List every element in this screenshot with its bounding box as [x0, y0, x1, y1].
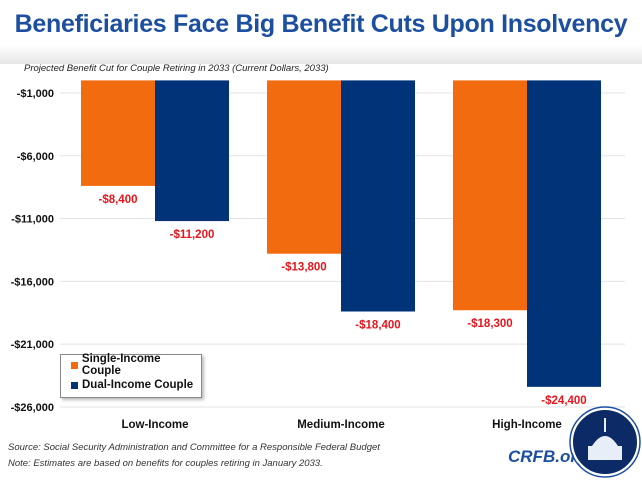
x-tick-label: Low-Income [121, 419, 188, 431]
data-label: -$18,300 [467, 318, 512, 330]
data-label: -$13,800 [281, 262, 326, 274]
legend-label-single: Single-Income Couple [81, 353, 161, 377]
legend-swatch-single [71, 361, 78, 369]
source-note: Source: Social Security Administration a… [8, 442, 380, 453]
legend-swatch-dual [71, 381, 78, 389]
y-tick-label: -$6,000 [17, 151, 54, 163]
y-tick-label: -$21,000 [11, 339, 54, 351]
y-tick-label: -$16,000 [11, 276, 54, 288]
data-label: -$24,400 [541, 395, 586, 407]
data-label: -$8,400 [98, 194, 137, 206]
bar-dual-1 [341, 80, 415, 312]
y-tick-label: -$11,000 [11, 214, 54, 226]
legend-item-single: Single-Income Couple [61, 353, 201, 377]
x-tick-label: Medium-Income [297, 419, 385, 431]
bar-single-1 [267, 80, 341, 254]
data-label: -$18,400 [355, 320, 400, 332]
data-label: -$11,200 [170, 229, 215, 241]
y-tick-label: -$26,000 [11, 402, 54, 414]
crfb-logo-text: CRFB.org [508, 447, 588, 466]
legend-label-dual: Dual-Income Couple [82, 379, 194, 391]
bar-dual-2 [527, 80, 601, 387]
legend-item-dual: Dual-Income Couple [61, 375, 201, 395]
x-tick-label: High-Income [492, 419, 562, 431]
bar-dual-0 [155, 80, 229, 222]
bar-single-2 [453, 80, 527, 311]
y-tick-label: -$1,000 [17, 88, 54, 100]
legend: Single-Income Couple Dual-Income Couple [60, 353, 202, 398]
chart-subtitle: Projected Benefit Cut for Couple Retirin… [24, 63, 329, 74]
title-band [0, 0, 642, 64]
chart-title: Beneficiaries Face Big Benefit Cuts Upon… [14, 10, 628, 38]
estimate-note: Note: Estimates are based on benefits fo… [8, 458, 323, 469]
bar-single-0 [81, 80, 155, 186]
